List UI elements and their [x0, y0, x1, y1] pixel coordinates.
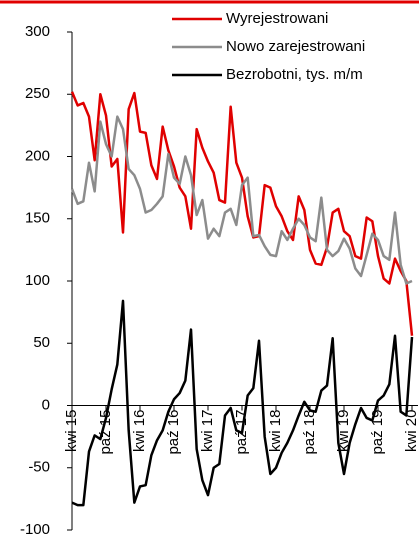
y-tick-label: 50 — [33, 334, 50, 351]
x-tick-label: paź 15 — [97, 410, 114, 455]
legend-label: Nowo zarejestrowani — [226, 38, 365, 55]
line-series — [70, 91, 414, 336]
line-series — [70, 115, 413, 285]
x-tick-label: kwi 16 — [131, 410, 148, 453]
x-tick-label: paź 19 — [369, 410, 386, 455]
x-tick-label: kwi 18 — [267, 410, 284, 453]
y-tick-label: 300 — [25, 23, 50, 40]
legend-label: Wyrejestrowani — [226, 10, 328, 27]
x-tick-label: kwi 17 — [199, 410, 216, 453]
x-tick-label: paź 18 — [301, 410, 318, 455]
line-series — [71, 299, 414, 507]
y-tick-label: -50 — [28, 459, 50, 476]
y-tick-label: 250 — [25, 85, 50, 102]
y-tick-label: -100 — [20, 521, 50, 538]
y-tick-label: 200 — [25, 147, 50, 164]
x-tick-label: paź 16 — [165, 410, 182, 455]
y-tick-label: 150 — [25, 210, 50, 227]
legend-label: Bezrobotni, tys. m/m — [226, 66, 363, 83]
y-tick-label: 0 — [42, 396, 50, 413]
y-tick-label: 100 — [25, 272, 50, 289]
x-tick-label: kwi 20 — [403, 410, 419, 453]
x-tick-label: kwi 15 — [63, 410, 80, 453]
